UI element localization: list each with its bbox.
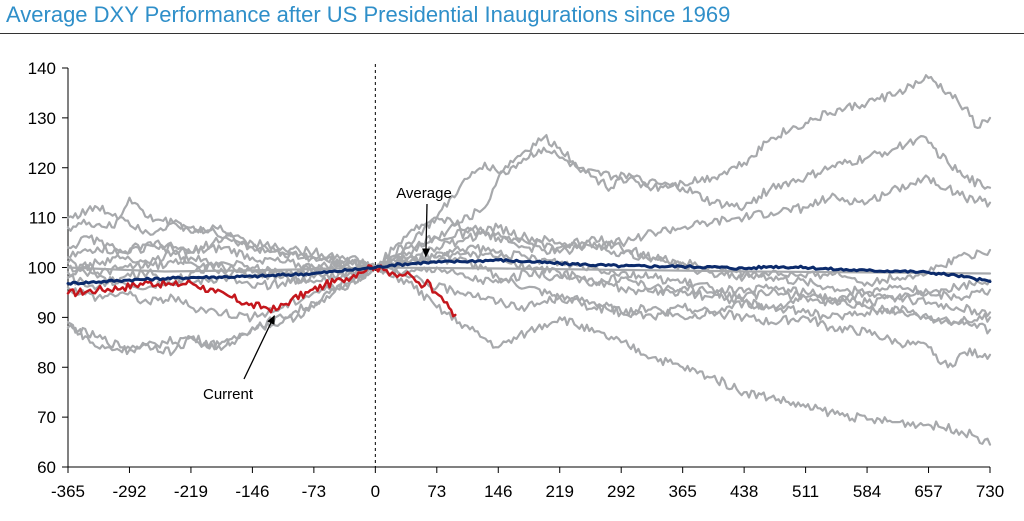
- x-tick-label: 657: [914, 482, 942, 501]
- x-tick-label: 365: [668, 482, 696, 501]
- current-arrow: [243, 314, 275, 380]
- x-tick-label: -73: [302, 482, 327, 501]
- x-tick-label: 0: [371, 482, 380, 501]
- x-tick-label: 730: [976, 482, 1004, 501]
- annotations: Average Current: [203, 185, 452, 403]
- past-inauguration-series-line: [66, 243, 992, 308]
- axes: 60 70 80 90 100 110 120 130 140 -365 -292 -219 -146 -…: [28, 59, 1005, 501]
- x-tick-label: 511: [792, 482, 819, 501]
- average-series-line: [66, 257, 992, 286]
- past-inauguration-series-line: [66, 259, 992, 326]
- past-inauguration-series-line: [66, 222, 992, 318]
- x-tick-label: -219: [174, 482, 208, 501]
- x-tick-label: 146: [484, 482, 512, 501]
- y-tick-label: 100: [28, 259, 56, 278]
- y-tick-label: 110: [29, 209, 56, 228]
- y-tick-label: 60: [37, 458, 56, 477]
- y-tick-label: 130: [28, 109, 56, 128]
- x-tick-label: -292: [112, 482, 146, 501]
- past-inauguration-series-line: [66, 74, 992, 357]
- x-tick-label: 292: [607, 482, 635, 501]
- y-tick-label: 140: [28, 59, 56, 78]
- past-inauguration-series-line: [66, 266, 992, 323]
- current-annotation-label: Current: [203, 386, 254, 403]
- past-inauguration-series-line: [66, 204, 992, 287]
- x-tick-label: -365: [51, 482, 85, 501]
- past-inauguration-series-line: [66, 174, 992, 271]
- y-tick-label: 90: [37, 308, 56, 327]
- average-arrow: [422, 203, 431, 258]
- chart-title: Average DXY Performance after US Preside…: [6, 2, 731, 27]
- highlight-lines: [66, 257, 992, 318]
- y-tick-label: 120: [28, 159, 56, 178]
- x-tick-label: 584: [853, 482, 881, 501]
- y-tick-label: 80: [37, 358, 56, 377]
- title-divider: [0, 33, 1024, 34]
- x-tick-label: 219: [546, 482, 574, 501]
- average-annotation-label: Average: [396, 185, 452, 202]
- current-series-line: [66, 264, 457, 318]
- y-tick-label: 70: [37, 408, 56, 427]
- x-tick-label: 438: [730, 482, 758, 501]
- x-tick-label: 73: [427, 482, 446, 501]
- x-tick-label: -146: [235, 482, 269, 501]
- past-inauguration-series-line: [66, 263, 992, 446]
